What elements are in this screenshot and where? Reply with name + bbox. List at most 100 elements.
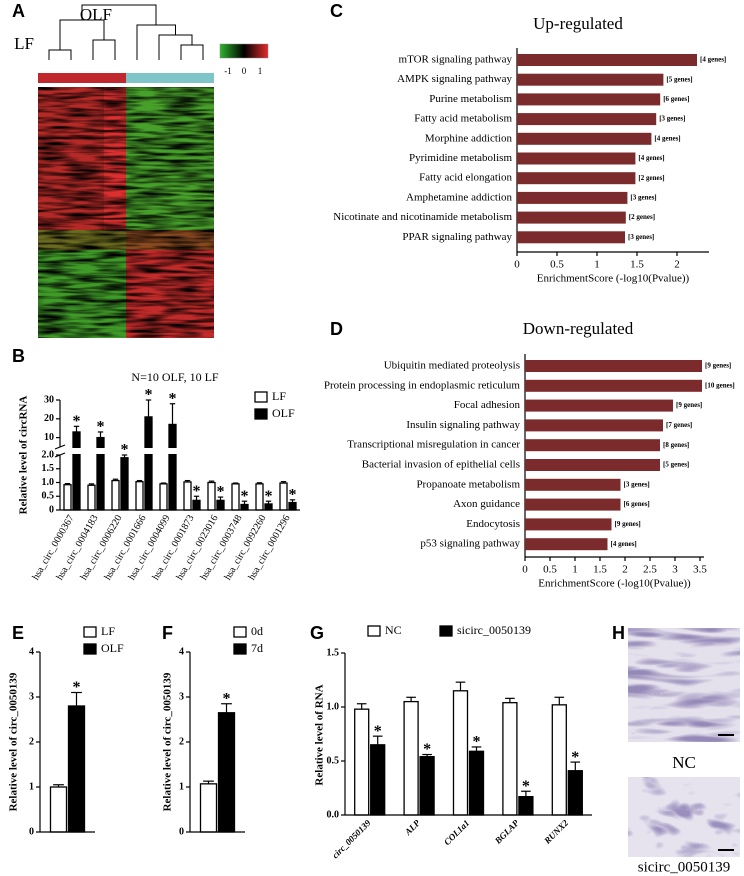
bar [403, 700, 419, 816]
y-tick-label: 1.0 [327, 701, 340, 712]
y-axis-label: Relative level of circ_0050139 [8, 672, 20, 811]
legend-swatch [83, 643, 97, 655]
significance-label: * [97, 419, 105, 436]
y-tick-label: Focal adhesion [454, 399, 521, 411]
bar [567, 770, 583, 816]
x-axis-label: EnrichmentScore (-log10(Pvalue)) [538, 578, 691, 590]
bar-annotation: [4 genes] [654, 134, 680, 142]
bar-annotation: [3 genes] [659, 115, 685, 123]
y-tick-label: Bacterial invasion of epithelial cells [362, 459, 520, 471]
group-bar [38, 73, 126, 83]
chart-title: Up-regulated [533, 14, 623, 33]
bar-annotation: [8 genes] [663, 441, 689, 449]
y-tick-label: 2 [179, 736, 184, 747]
bar [419, 756, 435, 816]
legend-label: sicirc_0050139 [457, 623, 531, 637]
y-tick-label: 0 [49, 504, 54, 515]
axis-break [54, 452, 66, 458]
y-tick-label: Insulin signaling pathway [406, 419, 520, 431]
y-tick-label: 3 [179, 691, 184, 702]
bar-annotation: [9 genes] [676, 401, 702, 409]
significance-label: * [145, 387, 153, 404]
bar [49, 786, 68, 833]
bar [135, 481, 144, 511]
bar [240, 503, 249, 511]
bar [120, 457, 129, 511]
significance-label: * [571, 749, 579, 766]
bar [517, 113, 657, 126]
significance-label: * [169, 390, 177, 407]
group-bar [126, 73, 214, 83]
colorbar-tick-label: -1 [224, 66, 232, 76]
group-label: OLF [80, 5, 112, 24]
bar [199, 783, 218, 833]
x-tick-label: 3 [672, 564, 678, 576]
subtitle: N=10 OLF, 10 LF [131, 370, 218, 384]
significance-label: * [241, 488, 249, 505]
y-tick-label: 0.5 [42, 491, 55, 502]
bar-annotation: [6 genes] [663, 95, 689, 103]
dendrogram [48, 4, 204, 60]
significance-label: * [73, 413, 81, 430]
bar [67, 705, 86, 833]
significance-label: * [473, 734, 481, 751]
bar [207, 481, 216, 511]
bar [525, 478, 621, 491]
y-axis-label: Relative level of RNA [314, 684, 326, 785]
bar-annotation: [3 genes] [624, 480, 650, 488]
x-tick-label: 0 [522, 564, 528, 576]
x-tick-label: 0.5 [543, 564, 557, 576]
panel-letter: C [330, 1, 343, 21]
x-tick-label: 2 [622, 564, 628, 576]
bar [217, 712, 236, 833]
x-tick-label: BGLAP [492, 817, 521, 846]
image-label: sicirc_0050139 [638, 859, 730, 875]
y-tick-label: 4 [179, 646, 184, 657]
micrograph-texture [628, 777, 740, 857]
x-tick-label: ALP [402, 817, 422, 837]
y-tick-label: mTOR signaling pathway [399, 54, 513, 66]
y-tick-label: Transcriptional misregulation in cancer [347, 439, 520, 451]
legend-label: 0d [251, 624, 263, 638]
significance-label: * [223, 690, 231, 707]
legend-swatch [367, 625, 381, 637]
y-tick-label: Pyrimidine metabolism [409, 152, 512, 164]
colorbar [219, 43, 269, 59]
panel-letter: B [12, 346, 25, 366]
bar-annotation: [2 genes] [629, 213, 655, 221]
y-tick-label: 2.0 [42, 449, 55, 460]
bar [468, 750, 485, 816]
panel-letter: A [12, 1, 25, 21]
x-tick-label: COL1a1 [442, 818, 471, 847]
x-tick-label: 2 [674, 259, 680, 271]
y-tick-label: 0 [29, 826, 34, 837]
bar-annotation: [9 genes] [705, 362, 731, 370]
x-tick-label: 2.5 [643, 564, 657, 576]
y-tick-label: Amphetamine addiction [406, 191, 512, 203]
y-tick-label: Ubiquitin mediated proteolysis [384, 360, 520, 372]
bar [144, 416, 153, 511]
axis-break-gap [61, 448, 301, 454]
bar-annotation: [9 genes] [615, 520, 641, 528]
legend-swatch [233, 626, 247, 638]
bar [255, 483, 264, 511]
bar [279, 482, 288, 511]
x-tick-label: 1.5 [593, 564, 607, 576]
y-tick-label: 4 [29, 646, 34, 657]
y-tick-label: Purine metabolism [429, 93, 512, 105]
x-tick-label: 3.5 [693, 564, 707, 576]
y-tick-label: 10 [44, 432, 54, 443]
legend-swatch [254, 408, 268, 420]
y-tick-label: 3 [29, 691, 34, 702]
bar [525, 399, 673, 412]
significance-label: * [374, 723, 382, 740]
bar [525, 459, 660, 471]
group-label: LF [14, 34, 34, 53]
colorbar-tick-label: 0 [242, 66, 247, 76]
y-axis-label: Relative level of circ_0050139 [162, 672, 174, 811]
y-tick-label: AMPK signaling pathway [397, 73, 512, 85]
y-tick-label: 0.5 [327, 755, 340, 766]
panel-letter: G [310, 623, 324, 643]
y-tick-label: 30 [44, 394, 54, 405]
